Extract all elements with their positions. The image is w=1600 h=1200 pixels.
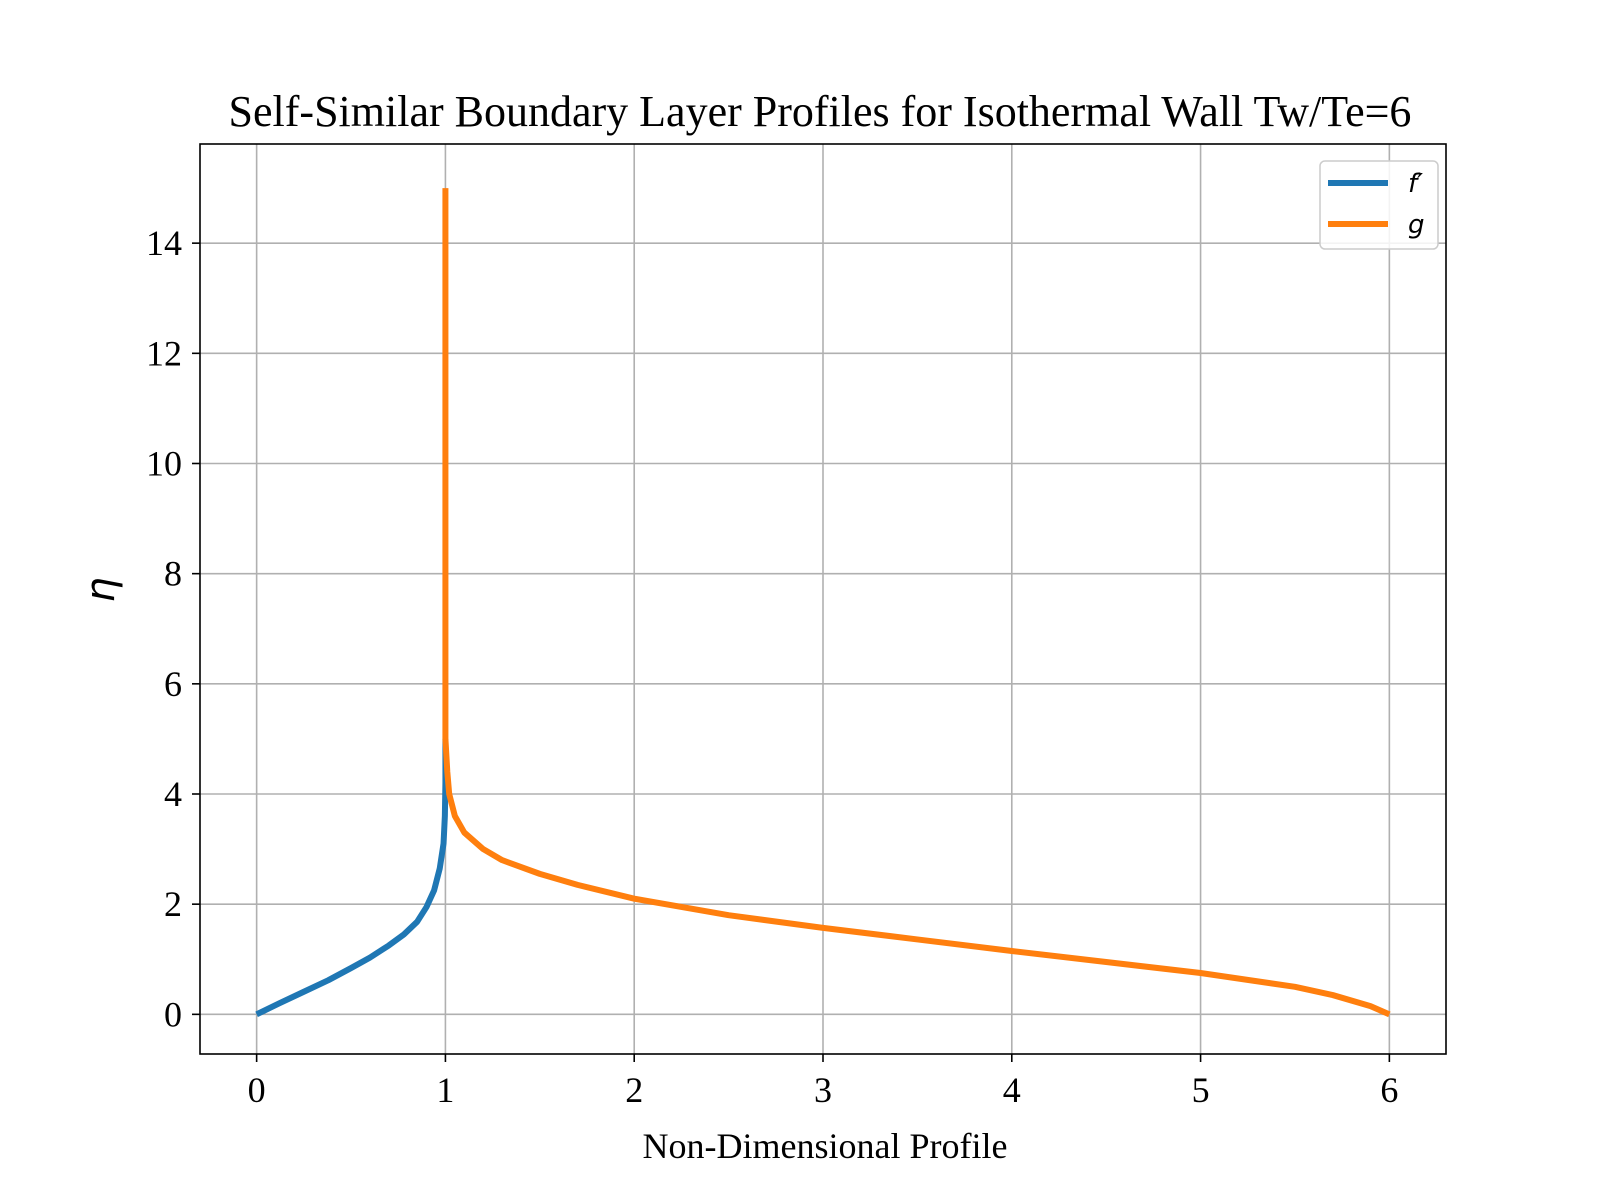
grid-lines bbox=[200, 144, 1446, 1054]
series-line-1 bbox=[442, 188, 1391, 1018]
x-tick-label: 1 bbox=[436, 1070, 454, 1110]
series-line-0 bbox=[255, 738, 449, 1018]
x-tick-label: 5 bbox=[1192, 1070, 1210, 1110]
x-tick-label: 0 bbox=[248, 1070, 266, 1110]
y-tick-label: 2 bbox=[164, 884, 182, 924]
y-axis-label: η bbox=[78, 577, 124, 602]
x-tick-label: 2 bbox=[625, 1070, 643, 1110]
y-tick-label: 8 bbox=[164, 554, 182, 594]
y-tick-label: 14 bbox=[146, 223, 182, 263]
y-tick-label: 4 bbox=[164, 774, 182, 814]
series-layer bbox=[255, 188, 1391, 1018]
legend-label: g bbox=[1408, 210, 1425, 240]
y-tick-label: 10 bbox=[146, 443, 182, 483]
y-tick-label: 6 bbox=[164, 664, 182, 704]
x-tick-label: 6 bbox=[1380, 1070, 1398, 1110]
x-tick-label: 4 bbox=[1003, 1070, 1021, 1110]
x-axis-label: Non-Dimensional Profile bbox=[643, 1126, 1008, 1166]
y-tick-label: 12 bbox=[146, 333, 182, 373]
legend: f′ g bbox=[1319, 160, 1439, 250]
x-tick-label: 3 bbox=[814, 1070, 832, 1110]
chart-title: Self-Similar Boundary Layer Profiles for… bbox=[229, 87, 1412, 136]
legend-label: f′ bbox=[1408, 169, 1423, 199]
y-tick-label: 0 bbox=[164, 994, 182, 1034]
